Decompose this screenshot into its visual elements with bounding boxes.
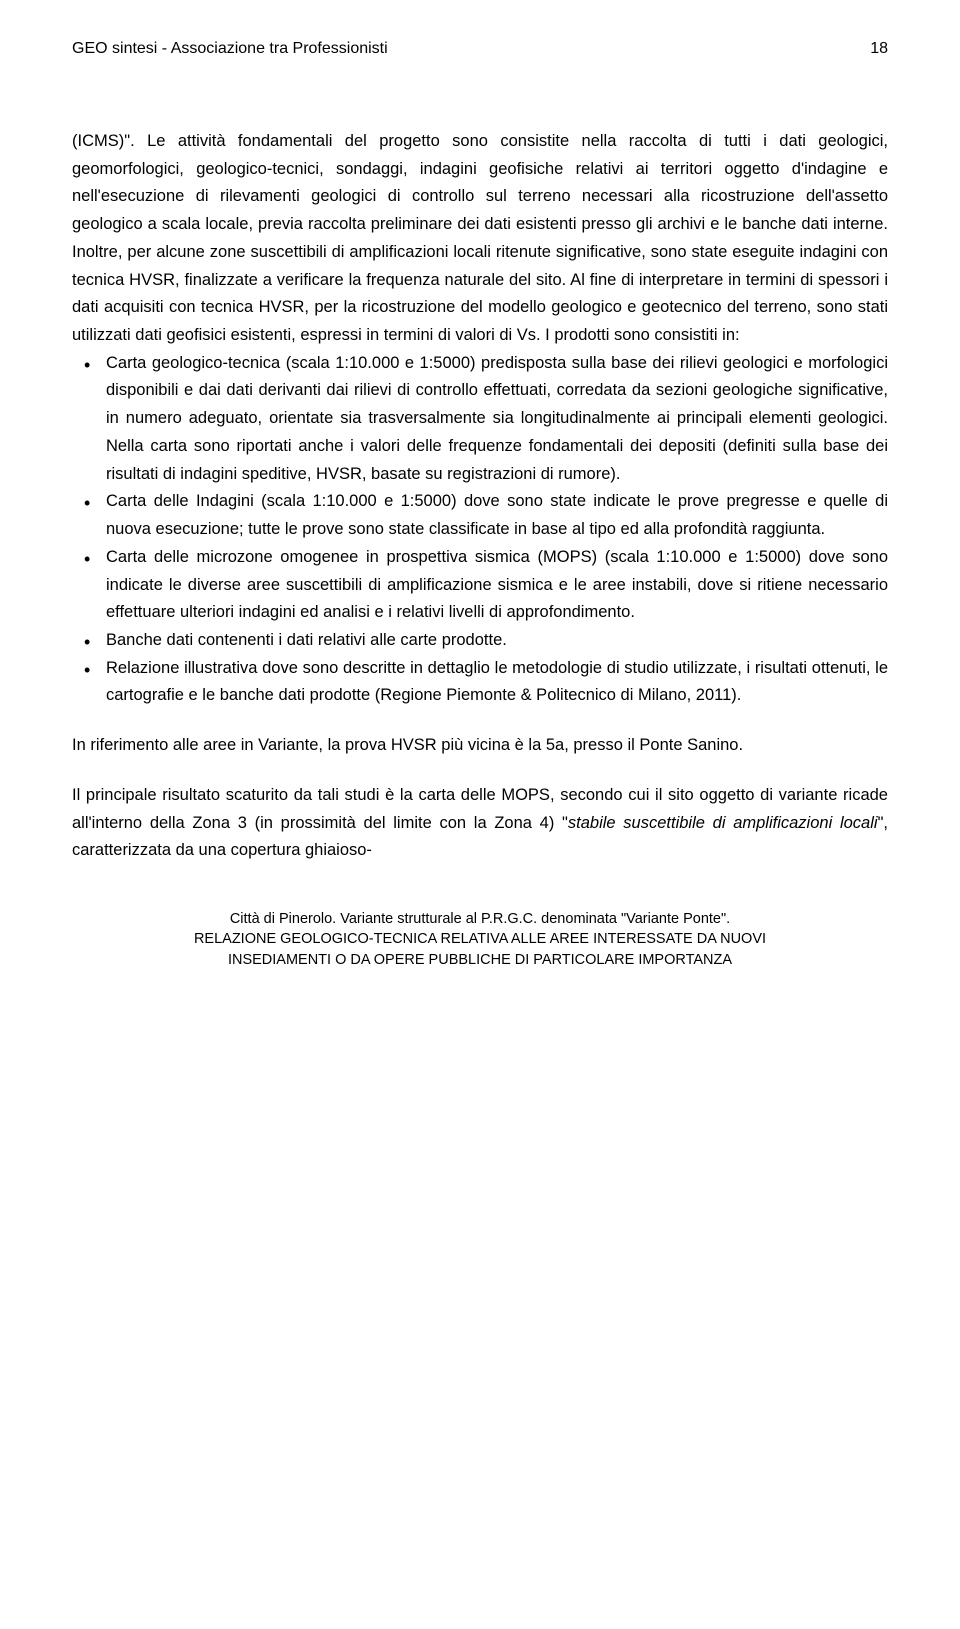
body-text: (ICMS)". Le attività fondamentali del pr… (72, 128, 888, 865)
para3-italic: stabile suscettibile di amplificazioni l… (568, 814, 878, 832)
list-item: Relazione illustrativa dove sono descrit… (106, 655, 888, 710)
footer-line-2: RELAZIONE GEOLOGICO-TECNICA RELATIVA ALL… (72, 929, 888, 949)
header-left: GEO sintesi - Associazione tra Professio… (72, 40, 388, 58)
paragraph-2: In riferimento alle aree in Variante, la… (72, 732, 888, 760)
bullet-list: Carta geologico-tecnica (scala 1:10.000 … (72, 350, 888, 710)
lead-paragraph: (ICMS)". Le attività fondamentali del pr… (72, 128, 888, 350)
footer-line-1: Città di Pinerolo. Variante strutturale … (72, 909, 888, 929)
page-number: 18 (870, 40, 888, 58)
paragraph-3: Il principale risultato scaturito da tal… (72, 782, 888, 865)
page-footer: Città di Pinerolo. Variante strutturale … (72, 909, 888, 970)
document-page: GEO sintesi - Associazione tra Professio… (0, 0, 960, 1030)
footer-line-3: INSEDIAMENTI O DA OPERE PUBBLICHE DI PAR… (72, 950, 888, 970)
list-item: Carta geologico-tecnica (scala 1:10.000 … (106, 350, 888, 489)
list-item: Carta delle microzone omogenee in prospe… (106, 544, 888, 627)
list-item: Banche dati contenenti i dati relativi a… (106, 627, 888, 655)
list-item: Carta delle Indagini (scala 1:10.000 e 1… (106, 488, 888, 543)
page-header: GEO sintesi - Associazione tra Professio… (72, 40, 888, 58)
